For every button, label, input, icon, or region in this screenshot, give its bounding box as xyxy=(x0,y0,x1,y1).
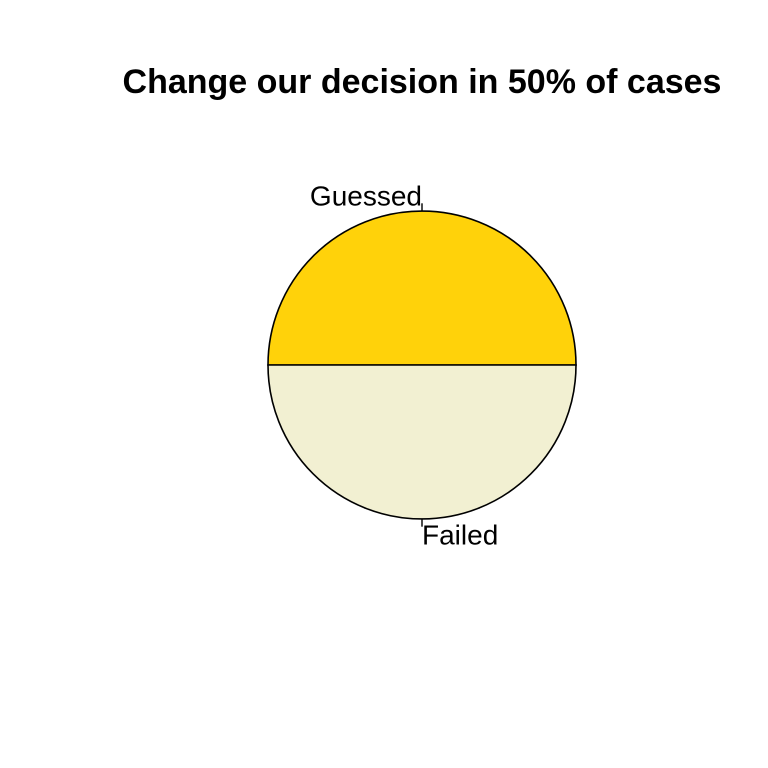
chart-title: Change our decision in 50% of cases xyxy=(123,63,722,101)
pie-label-guessed: Guessed xyxy=(310,181,422,212)
pie-slices xyxy=(267,210,577,520)
pie-labels: Guessed Failed xyxy=(310,181,498,551)
pie-slice-failed xyxy=(267,364,577,520)
pie-label-failed: Failed xyxy=(422,519,498,550)
pie-slice-guessed xyxy=(267,210,577,366)
